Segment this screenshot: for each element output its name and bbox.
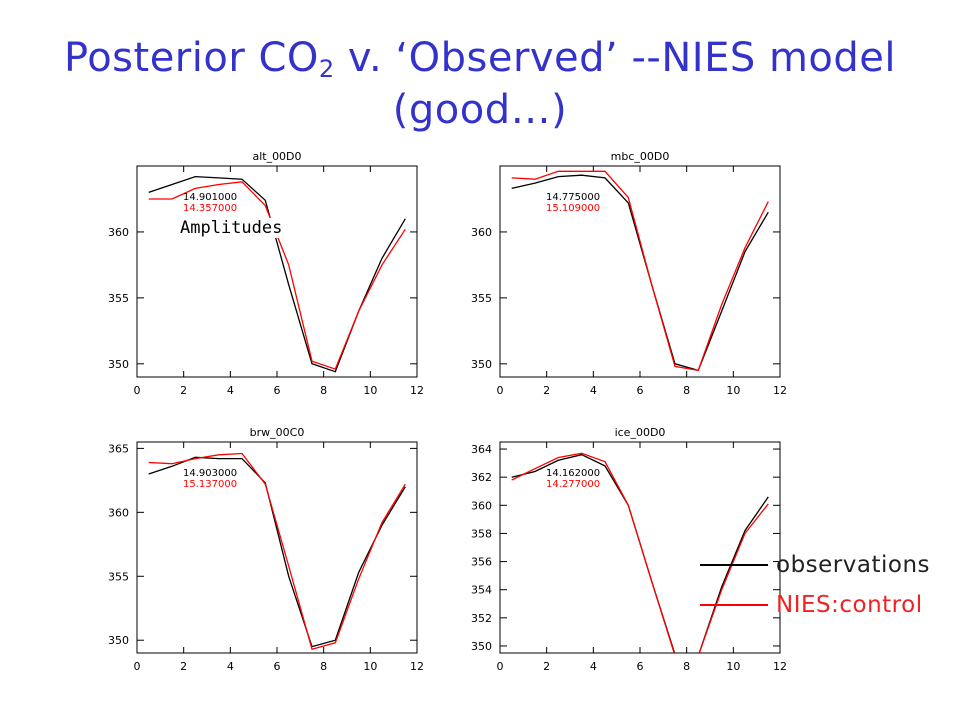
x-tick-label: 6 <box>274 660 281 673</box>
panel-title: alt_00D0 <box>252 150 301 163</box>
x-tick-label: 12 <box>410 384 424 397</box>
x-tick-label: 4 <box>590 660 597 673</box>
x-tick-label: 2 <box>180 384 187 397</box>
amplitudes-annotation: Amplitudes <box>179 218 284 238</box>
legend-item-nies: NIES:control <box>700 585 930 625</box>
x-tick-label: 12 <box>773 384 787 397</box>
x-tick-label: 4 <box>227 660 234 673</box>
x-tick-label: 6 <box>274 384 281 397</box>
title-line-2: (good…) <box>392 87 568 133</box>
title-text-end: v. ‘Observed’ --NIES model <box>334 35 896 81</box>
x-tick-label: 0 <box>134 384 141 397</box>
y-tick-label: 355 <box>108 292 129 305</box>
amplitude-label-observations: 14.903000 <box>183 468 237 479</box>
legend-swatch-observations <box>700 564 768 566</box>
y-tick-label: 364 <box>471 443 492 456</box>
legend-swatch-nies <box>700 604 768 606</box>
x-tick-label: 10 <box>363 660 377 673</box>
y-tick-label: 350 <box>108 634 129 647</box>
x-tick-label: 12 <box>410 660 424 673</box>
amplitude-label-observations: 14.162000 <box>546 468 600 479</box>
y-tick-label: 350 <box>471 640 492 653</box>
y-tick-label: 360 <box>471 499 492 512</box>
x-tick-label: 2 <box>543 660 550 673</box>
y-tick-label: 354 <box>471 584 492 597</box>
chart-panel-brw-00c0: brw_00C0 0 2 4 6 8 10 12 350 355 360 365 14.90300015… <box>108 426 424 673</box>
amplitude-label-nies-control: 15.137000 <box>183 479 237 490</box>
y-tick-label: 355 <box>471 292 492 305</box>
x-tick-label: 12 <box>773 660 787 673</box>
x-tick-label: 8 <box>320 660 327 673</box>
x-tick-label: 0 <box>497 384 504 397</box>
title-text-start: Posterior CO <box>64 35 319 81</box>
y-tick-label: 358 <box>471 527 492 540</box>
legend-label-nies: NIES:control <box>776 592 923 618</box>
y-tick-label: 356 <box>471 556 492 569</box>
x-tick-label: 2 <box>180 660 187 673</box>
amplitude-label-nies-control: 14.357000 <box>183 203 237 214</box>
title-subscript: 2 <box>318 55 335 83</box>
x-tick-label: 10 <box>726 384 740 397</box>
x-tick-label: 4 <box>590 384 597 397</box>
x-tick-label: 0 <box>497 660 504 673</box>
y-tick-label: 360 <box>108 226 129 239</box>
y-tick-label: 365 <box>108 442 129 455</box>
plot-frame <box>136 441 418 654</box>
y-tick-label: 352 <box>471 612 492 625</box>
x-tick-label: 6 <box>637 384 644 397</box>
chart-panel-ice-00d0: ice_00D0 0 2 4 6 8 10 12 350 352 354 356 358 360 362 36… <box>471 426 787 673</box>
x-tick-label: 2 <box>543 384 550 397</box>
series-line-nies-control <box>148 452 406 650</box>
x-tick-label: 10 <box>726 660 740 673</box>
panel-title: ice_00D0 <box>615 426 666 439</box>
x-tick-label: 6 <box>637 660 644 673</box>
legend: observations NIES:control <box>700 545 930 625</box>
x-tick-label: 4 <box>227 384 234 397</box>
y-tick-label: 350 <box>108 358 129 371</box>
chart-panel-mbc-00d0: mbc_00D0 0 2 4 6 8 10 12 350 355 360 14.77500015.10… <box>471 150 787 397</box>
legend-label-observations: observations <box>776 552 931 578</box>
series-line-observations <box>511 174 769 372</box>
y-tick-label: 360 <box>108 506 129 519</box>
x-tick-label: 10 <box>363 384 377 397</box>
amplitude-label-observations: 14.775000 <box>546 192 600 203</box>
panel-title: brw_00C0 <box>250 426 305 439</box>
amplitude-label-observations: 14.901000 <box>183 192 237 203</box>
x-tick-label: 8 <box>683 384 690 397</box>
panel-title: mbc_00D0 <box>611 150 670 163</box>
plot-frame <box>499 165 781 378</box>
series-line-nies-control <box>511 452 769 653</box>
legend-item-observations: observations <box>700 545 930 585</box>
y-tick-label: 355 <box>108 570 129 583</box>
y-tick-label: 350 <box>471 358 492 371</box>
amplitude-label-nies-control: 14.277000 <box>546 479 600 490</box>
x-tick-label: 8 <box>683 660 690 673</box>
y-tick-label: 360 <box>471 226 492 239</box>
x-tick-label: 0 <box>134 660 141 673</box>
y-tick-label: 362 <box>471 471 492 484</box>
slide-title: Posterior CO2 v. ‘Observed’ --NIES model… <box>0 32 960 136</box>
x-tick-label: 8 <box>320 384 327 397</box>
series-line-nies-control <box>511 170 769 372</box>
plot-frame <box>136 165 418 378</box>
chart-panel-alt-00d0: alt_00D0 0 2 4 6 8 10 12 350 355 360 14.90100014.35… <box>108 150 424 397</box>
amplitude-label-nies-control: 15.109000 <box>546 203 600 214</box>
